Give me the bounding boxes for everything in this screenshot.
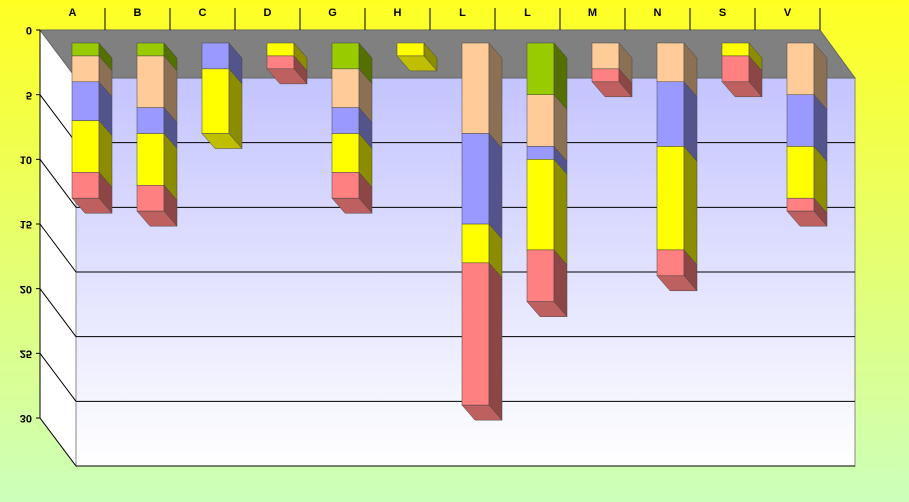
- bar-cap: [71, 197, 113, 214]
- bar-segment: [526, 159, 555, 251]
- bar-segment: [201, 68, 230, 134]
- bar-segment: [526, 249, 555, 302]
- y-tick-label: 20: [20, 283, 32, 295]
- x-tick-label: C: [199, 7, 207, 19]
- x-tick-label: D: [264, 7, 272, 19]
- x-tick-label: M: [588, 7, 597, 19]
- bar-segment: [786, 42, 815, 95]
- bar-segment: [331, 133, 360, 173]
- bar-segment: [526, 94, 555, 147]
- bar-cap: [721, 81, 763, 98]
- grid-line: [39, 223, 77, 273]
- y-tick-label: 0: [26, 24, 32, 36]
- grid-line: [39, 159, 77, 208]
- bar-segment: [656, 42, 685, 83]
- bar-segment: [266, 55, 295, 70]
- bar-segment: [331, 107, 360, 134]
- bar-segment: [721, 42, 750, 57]
- bar-side: [488, 132, 503, 240]
- bar-segment: [266, 42, 295, 57]
- bar-segment: [201, 42, 230, 70]
- bar-side: [488, 42, 503, 150]
- bar-side: [488, 262, 503, 421]
- bar-segment: [461, 262, 490, 406]
- bar-segment: [526, 146, 555, 160]
- bar-segment: [656, 249, 685, 277]
- bar-cap: [526, 301, 568, 317]
- y-tick-label: 10: [20, 153, 32, 165]
- bar-segment: [656, 81, 685, 147]
- bar-cap: [591, 81, 633, 98]
- bar-segment: [721, 55, 750, 83]
- bar-segment: [461, 42, 490, 134]
- bar-segment: [71, 172, 100, 199]
- bar-segment: [591, 68, 620, 83]
- x-tick-label: H: [394, 7, 402, 19]
- y-tick-label: 15: [20, 218, 32, 230]
- bar-cap: [461, 404, 503, 421]
- x-tick-label: N: [654, 7, 662, 19]
- bar-side: [683, 145, 698, 266]
- bar-cap: [786, 210, 828, 227]
- bar-segment: [591, 42, 620, 70]
- bar-segment: [461, 223, 490, 264]
- bar-segment: [71, 120, 100, 173]
- x-tick-label: G: [328, 7, 337, 19]
- grid-line: [39, 353, 77, 402]
- bar-segment: [461, 133, 490, 225]
- bar-segment: [136, 42, 165, 57]
- grid-line: [39, 288, 77, 337]
- bar-cap: [266, 68, 308, 85]
- bar-cap: [136, 210, 178, 227]
- bar-side: [553, 158, 568, 266]
- x-tick-label: L: [459, 7, 466, 19]
- bar-cap: [331, 197, 373, 214]
- bar-segment: [136, 133, 165, 186]
- x-tick-label: B: [134, 7, 142, 19]
- bar-segment: [786, 197, 815, 212]
- y-tick-label: 5: [26, 89, 32, 101]
- bar-segment: [526, 42, 555, 95]
- y-tick-label: 30: [20, 412, 32, 424]
- bar-segment: [786, 146, 815, 199]
- bar-segment: [786, 94, 815, 147]
- grid-line: [39, 417, 77, 467]
- y-tick-label: 25: [20, 347, 32, 359]
- bar-segment: [71, 42, 100, 57]
- x-tick-label: S: [719, 7, 726, 19]
- bar-segment: [136, 185, 165, 212]
- bar-cap: [201, 133, 243, 149]
- bar-segment: [71, 55, 100, 83]
- bar-segment: [71, 81, 100, 121]
- x-tick-label: A: [69, 7, 77, 19]
- x-tick-label: V: [784, 7, 792, 19]
- bar-segment: [656, 146, 685, 251]
- bar-cap: [656, 275, 698, 292]
- bar-segment: [136, 107, 165, 134]
- grid-line: [39, 94, 77, 143]
- x-tick-label: L: [524, 7, 531, 19]
- bar-segment: [331, 172, 360, 199]
- bar-segment: [331, 68, 360, 108]
- bar-segment: [136, 55, 165, 108]
- bar-segment: [331, 42, 360, 70]
- bar-cap: [396, 55, 438, 72]
- bar-segment: [396, 42, 425, 57]
